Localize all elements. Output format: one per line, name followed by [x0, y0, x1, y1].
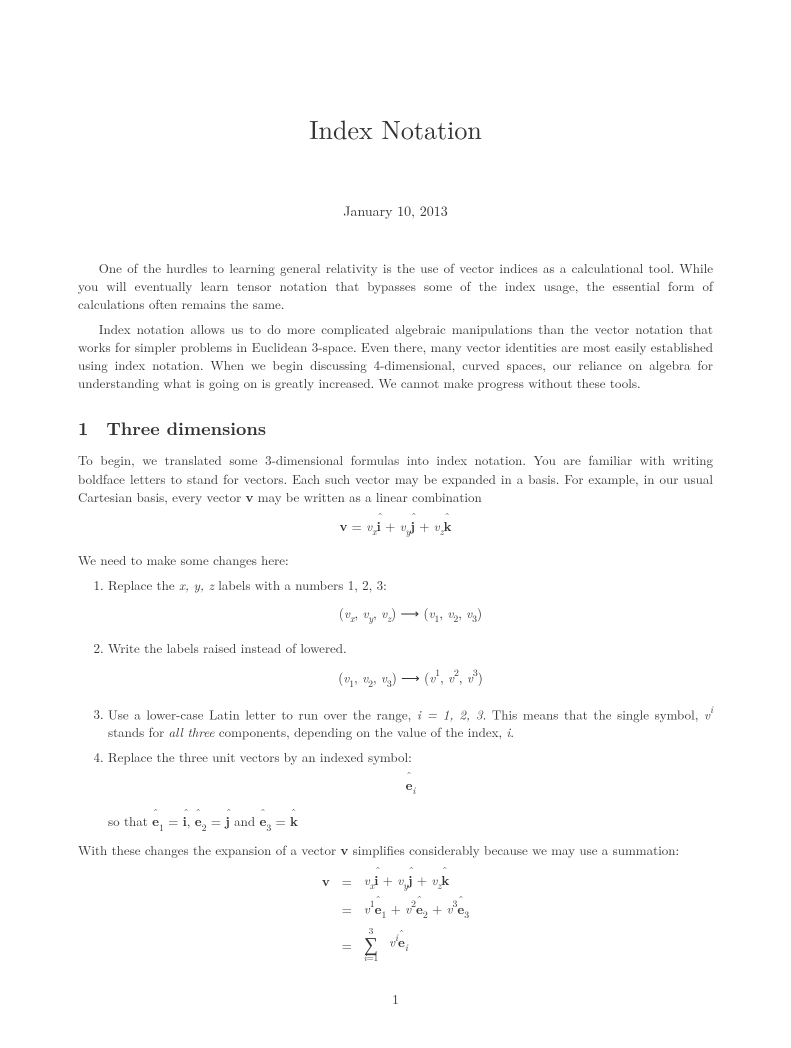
text-run: Replace the: [108, 575, 179, 594]
text-run: . This means that the single symbol,: [483, 704, 704, 723]
text-run: stands for: [108, 722, 169, 741]
changes-intro: We need to make some changes here:: [78, 551, 713, 569]
list-item: Replace the three unit vectors by an ind…: [108, 748, 713, 797]
text-run: components, depending on the value of th…: [215, 722, 507, 741]
equation-v-expand: v = vxi + vyj + vzk: [78, 516, 713, 538]
section-1-paragraph: To begin, we translated some 3-dimension…: [78, 451, 713, 506]
text-run: :: [383, 575, 387, 594]
text-run: labels with a numbers: [214, 575, 348, 594]
list-item: Write the labels raised instead of lower…: [108, 639, 713, 690]
text-run: Replace the three unit vectors by an ind…: [108, 747, 412, 766]
intro-paragraph-1: One of the hurdles to learning general r…: [78, 259, 713, 314]
page-number: 1: [78, 989, 713, 1008]
section-title: Three dimensions: [106, 416, 266, 441]
document-date: January 10, 2013: [78, 201, 713, 221]
equation-ehat-i: ei: [108, 776, 713, 797]
text-run: Write the labels raised instead of lower…: [108, 638, 347, 657]
section-number: 1: [78, 416, 88, 441]
intro-paragraph-2: Index notation allows us to do more comp…: [78, 320, 713, 393]
text-run: .: [510, 722, 514, 741]
text-run: may be written as a linear combination: [253, 487, 481, 506]
i-eq-123: i = 1, 2, 3: [417, 704, 483, 723]
equation-relabel-numbers: (vx, vy, vz) ⟶ (v1, v2, v3): [108, 604, 713, 625]
so-that-line: so that e1 = i, e2 = j and e3 = k: [108, 811, 713, 833]
list-item: Replace the x, y, z labels with a number…: [108, 576, 713, 625]
text-run: Use a lower-case Latin letter to run ove…: [108, 704, 417, 723]
changes-list: Replace the x, y, z labels with a number…: [78, 576, 713, 797]
text-run: simplifies considerably because we may u…: [348, 840, 679, 859]
equation-raise-labels: (v1, v2, v3) ⟶ (v1, v2, v3): [108, 667, 713, 690]
document-title: Index Notation: [78, 110, 713, 147]
text-run: and: [230, 811, 260, 830]
section-1-heading: 1 Three dimensions: [78, 416, 713, 441]
onetwothree: 1, 2, 3: [348, 575, 383, 594]
equation-summation-block: v = vxi + vyj + vzk = v1e1 + v2e2 + v3e3…: [318, 867, 473, 965]
closing-paragraph: With these changes the expansion of a ve…: [78, 841, 713, 859]
list-item: Use a lower-case Latin letter to run ove…: [108, 704, 713, 742]
text-run: With these changes the expansion of a ve…: [78, 840, 340, 859]
page-container: Index Notation January 10, 2013 One of t…: [0, 0, 791, 1048]
text-run: so that: [108, 811, 152, 830]
summation-symbol: 3 ∑ i=1: [364, 926, 378, 962]
all-three-italic: all three: [169, 722, 215, 741]
xyz-italic: x, y, z: [179, 575, 214, 594]
